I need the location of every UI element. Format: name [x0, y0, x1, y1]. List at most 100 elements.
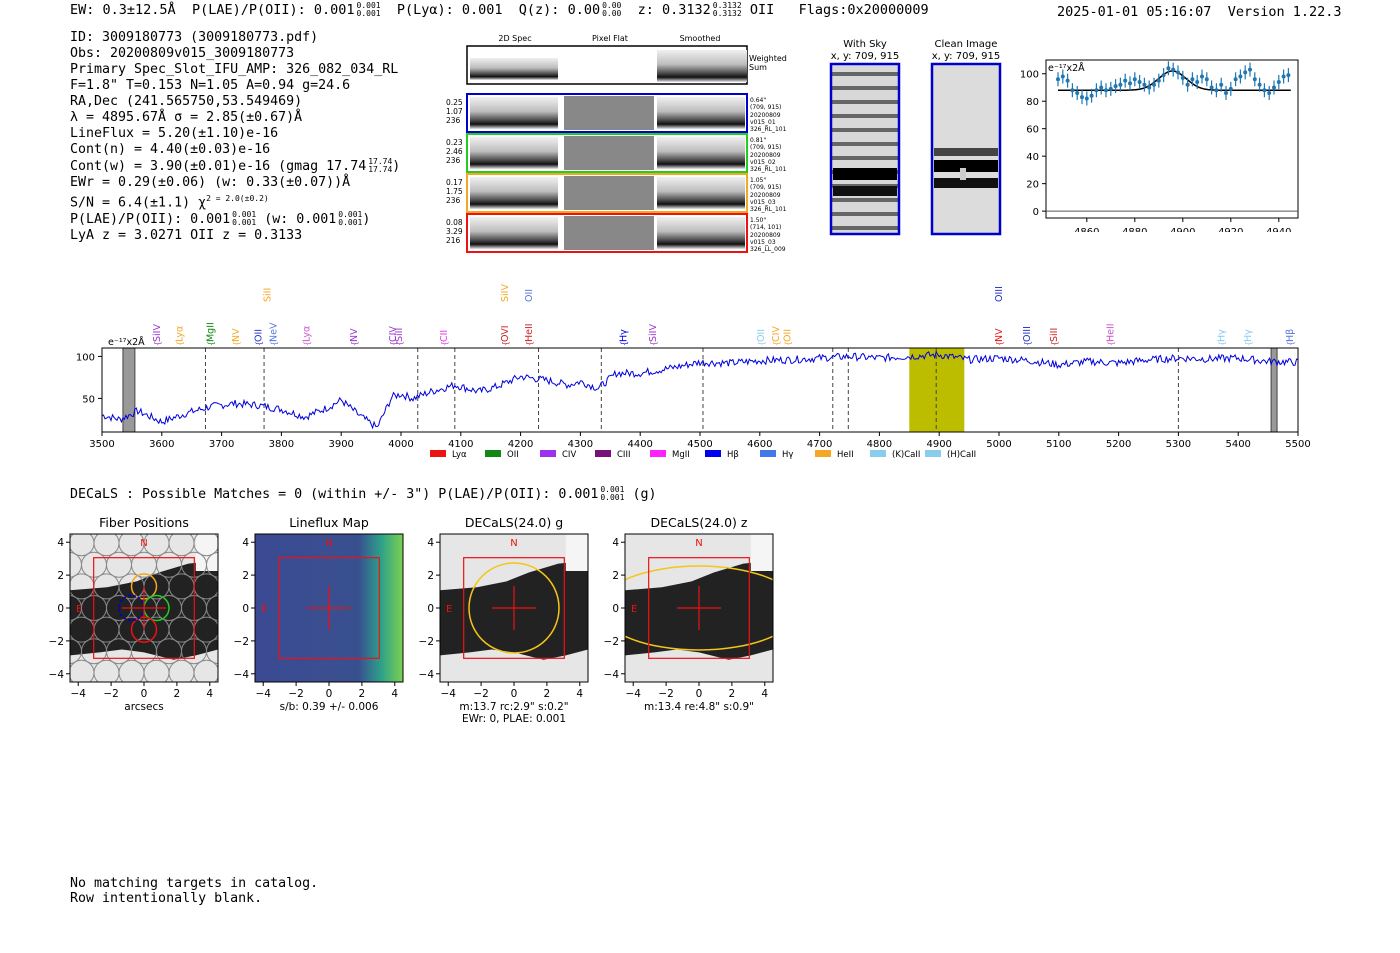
zoom-frame: [1045, 59, 1299, 219]
spectrum-xtick-label: 3800: [269, 439, 294, 450]
zoom-point: [1060, 74, 1065, 79]
cutout-r2-1: (709, 915): [750, 144, 781, 151]
spectrum-line-label: HeII: [524, 323, 535, 342]
fiber-circle: [206, 638, 218, 665]
contw-frac: 17.74 17.74: [368, 157, 393, 174]
header-z-type: OII: [749, 2, 775, 18]
stamp-corner: [565, 534, 588, 571]
zoom-point: [1075, 90, 1080, 95]
stamp-xtick-label: 0: [326, 688, 333, 700]
stamp-xlabel: m:13.7 rc:2.9" s:0.2": [459, 701, 568, 713]
stamp-inner: [255, 534, 403, 682]
compass-e: E: [631, 604, 637, 615]
zoom-point: [1147, 85, 1152, 90]
aperture-circle: [468, 562, 560, 654]
stamp-xtick-label: 2: [174, 688, 181, 700]
spectrum-line-brace: {: [501, 341, 510, 346]
zoom-xtick-label: 4880: [1122, 227, 1147, 232]
zoom-point: [1190, 77, 1195, 82]
spectrum-line-label: Hβ: [1285, 329, 1296, 342]
stamp-corner: [195, 534, 218, 571]
zoom-point: [1176, 70, 1180, 75]
legend-swatch: [760, 450, 776, 457]
spectrum-line-brace: {: [757, 341, 766, 346]
zoom-point: [1257, 82, 1262, 87]
cutout-val1-1: 0.23: [446, 138, 463, 147]
cutout-val3-3: 216: [446, 236, 461, 245]
info-lambda: λ = 4895.67Å σ = 2.85(±0.67)Å: [70, 110, 303, 125]
stamp-ytick-label: 0: [427, 603, 434, 615]
zoom-point: [1200, 74, 1204, 79]
clean-xy: x, y: 709, 915: [932, 51, 1001, 62]
with-sky-xy: x, y: 709, 915: [831, 51, 900, 62]
spectrum-xtick-label: 4500: [687, 439, 712, 450]
info-sn: S/N = 6.4(±1.1) χ2 = 2.0(±0.2): [70, 194, 269, 211]
compass-n: N: [695, 538, 702, 549]
spectrum-xtick-label: 4900: [926, 439, 951, 450]
cutout-r3-2: 20200809: [750, 192, 781, 199]
info-contn: Cont(n) = 4.40(±0.03)e-16: [70, 142, 271, 157]
stamp-xtick-label: −2: [473, 688, 488, 700]
spectrum-line-label: OII: [253, 329, 264, 342]
spectrum-line-label-high: OII: [524, 289, 535, 302]
spectrum-xtick-label: 5500: [1285, 439, 1310, 450]
zoom-point: [1094, 88, 1099, 93]
spectrum-line-labels: SiIV{Lyα{MgII{NV{OII{NeV{Lyα{NV{CIV{SiII…: [152, 284, 1296, 346]
spectrum-line-brace: {: [176, 341, 185, 346]
spectrum-xtick-label: 4400: [627, 439, 652, 450]
decals-line: DECaLS : Possible Matches = 0 (within +/…: [70, 485, 657, 503]
zoom-point: [1272, 85, 1276, 90]
cutout-r4-3: v015_03: [750, 239, 776, 246]
spectrum-line-label-high: SiII: [262, 288, 273, 302]
spectrum-line-label: SiIV: [648, 324, 659, 342]
cutout-val1-0: 0.25: [446, 98, 463, 107]
col-smoothed: Smoothed: [680, 34, 721, 43]
spectrum-line-label: SiII: [394, 328, 405, 342]
zoom-point: [1243, 70, 1248, 75]
stamp-flux: Lineflux Map N E −4 −4 −2 −2 0 0 2 2 4 4 s/b: 0.39 +/…: [234, 515, 404, 713]
cutout-r1-1: 0.81": [750, 137, 766, 144]
spectrum-line-brace: {: [440, 341, 449, 346]
spectrum-xtick-label: 4300: [568, 439, 593, 450]
compass-e: E: [446, 604, 452, 615]
info-radec: RA,Dec (241.565750,53.549469): [70, 94, 303, 109]
zoom-unit: e⁻¹⁷x2Å: [1048, 62, 1085, 74]
header-z: z: 0.3132: [637, 2, 711, 18]
cutout-panel: 2D Spec Pixel Flat Smoothed Weighted Sum…: [446, 34, 787, 253]
cutout-2d-3: [470, 217, 558, 249]
zoom-point: [1108, 86, 1113, 91]
zoom-point: [1281, 74, 1286, 79]
zoom-point: [1276, 79, 1281, 84]
spectrum-chart: SiIV{Lyα{MgII{NV{OII{NeV{Lyα{NV{CIV{SiII…: [76, 284, 1311, 460]
spectrum-xtick-label: 5300: [1166, 439, 1191, 450]
spectrum-masked-region-right: [1270, 347, 1278, 433]
cutout-val2-0: 1.07: [446, 107, 463, 116]
spectrum-line-brace: {: [269, 341, 278, 346]
cutout-flat-2: [564, 176, 654, 210]
stamp-corner: [750, 534, 773, 571]
cutout-r4-1: v015_02: [750, 159, 776, 166]
legend-swatch: [815, 450, 831, 457]
legend-label: Lyα: [452, 450, 467, 460]
stamp-xlabel2: EWr: 0, PLAE: 0.001: [462, 713, 566, 725]
spectrum-xtick-label: 3900: [328, 439, 353, 450]
legend-swatch: [485, 450, 501, 457]
stamp-xtick-label: 2: [729, 688, 736, 700]
fiber-circle: [219, 574, 244, 599]
cutout-r1-3: 1.50": [750, 217, 766, 224]
spectrum-line-brace: {: [302, 341, 311, 346]
zoom-point: [1161, 73, 1166, 78]
spectrum-ytick-label: 100: [76, 352, 95, 363]
fiber-circle: [40, 596, 57, 621]
spectrum-line-label: CIV: [388, 326, 399, 342]
header-right: 2025-01-01 05:16:07 Version 1.22.3: [1057, 4, 1342, 20]
header-line: EW: 0.3±12.5Å P(LAE)/P(OII): 0.001 0.001 0…: [70, 2, 929, 19]
spectrum-line-label: OVI: [500, 325, 511, 342]
stamp-ytick-label: 4: [612, 537, 619, 549]
stamp-ytick-label: 4: [242, 537, 249, 549]
zoom-ytick-label: 0: [1033, 207, 1039, 218]
spectrum-line-label: Lyα: [175, 326, 186, 342]
stamp-xtick-label: 4: [206, 688, 213, 700]
stamp-ytick-label: −2: [49, 636, 64, 648]
stamp-xtick-label: −2: [658, 688, 673, 700]
